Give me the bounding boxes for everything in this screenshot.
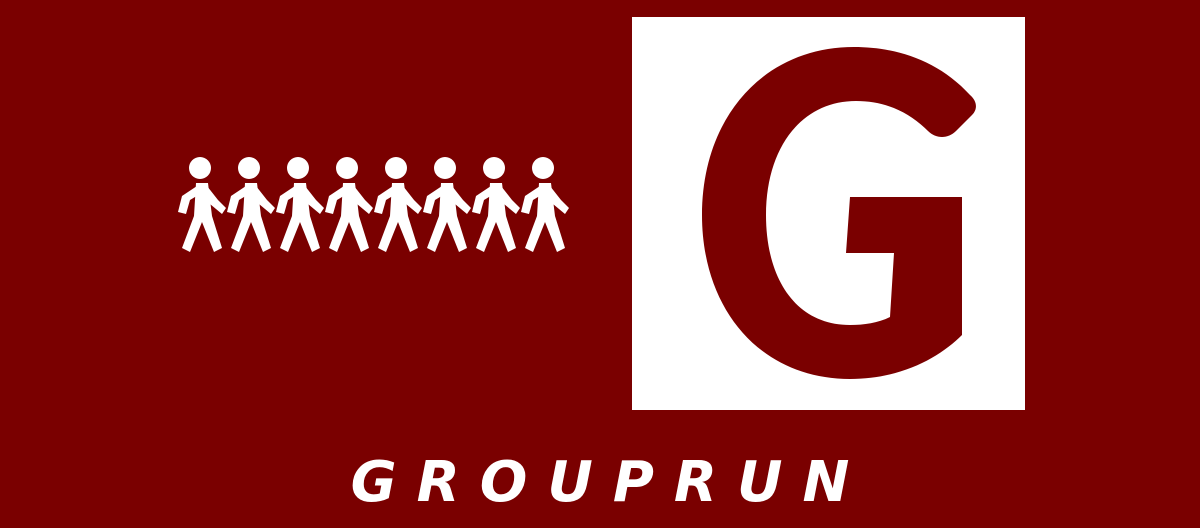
logo-g-mark — [632, 17, 1025, 410]
brand-name: GROUPRUN — [350, 450, 870, 515]
g-letter-icon — [702, 47, 976, 379]
group-of-runners-icon — [170, 146, 580, 281]
runner-figures — [178, 157, 569, 252]
